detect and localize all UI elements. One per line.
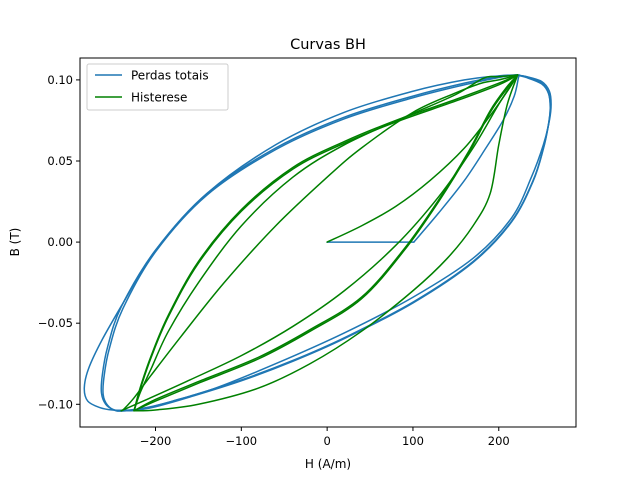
- y-axis-title: B (T): [8, 228, 22, 257]
- series-layer: [83, 74, 552, 412]
- series-line-histerese: [133, 74, 519, 412]
- legend-label-histerese: Histerese: [131, 91, 187, 105]
- y-tick-label: 0.05: [47, 154, 73, 168]
- x-tick-label: 100: [402, 434, 424, 448]
- plot-area: [79, 57, 577, 428]
- x-axis-ticks: −200 −100 0 100 200: [140, 427, 510, 448]
- series-line-histerese: [120, 74, 519, 412]
- series-line-histerese: [133, 74, 519, 412]
- series-line-histerese: [133, 74, 519, 412]
- series-line-histerese: [133, 74, 519, 412]
- y-tick-label: 0.00: [47, 235, 73, 249]
- x-tick-label: 200: [488, 434, 510, 448]
- chart-title: Curvas BH: [290, 37, 366, 53]
- series-line-histerese: [120, 74, 519, 412]
- series-line-perdas-totais: [83, 74, 552, 412]
- series-histerese: [120, 74, 519, 412]
- y-tick-label: −0.10: [38, 397, 73, 411]
- series-line-perdas-totais: [102, 74, 552, 412]
- x-tick-label: −200: [140, 434, 172, 448]
- y-axis-ticks: −0.10 −0.05 0.00 0.05 0.10: [38, 73, 80, 411]
- y-tick-label: 0.10: [47, 73, 73, 87]
- x-tick-label: −100: [226, 434, 258, 448]
- legend-box: [86, 63, 229, 111]
- legend-label-perdas-totais: Perdas totais: [131, 69, 209, 83]
- series-line-histerese: [133, 74, 519, 412]
- x-axis-title: H (A/m): [305, 457, 351, 471]
- y-tick-label: −0.05: [38, 316, 73, 330]
- legend: Perdas totais Histerese: [86, 63, 229, 111]
- x-tick-label: 0: [323, 434, 330, 448]
